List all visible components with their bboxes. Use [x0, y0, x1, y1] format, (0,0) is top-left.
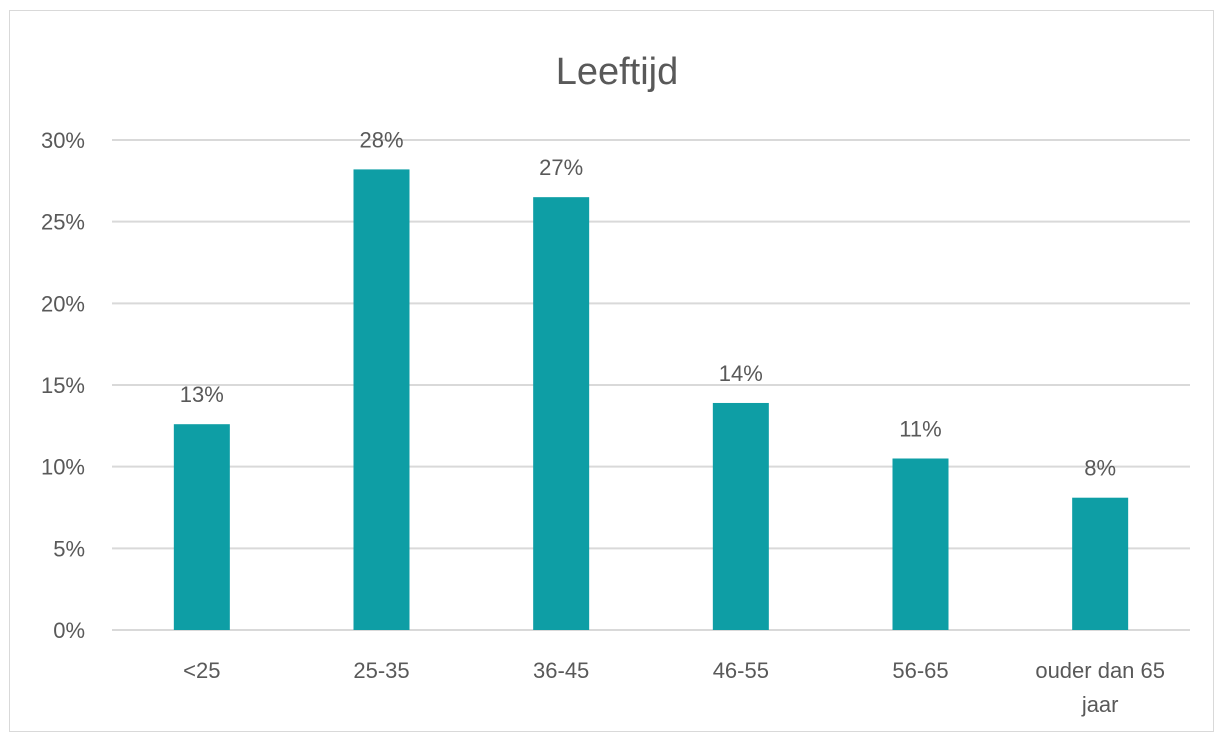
data-label: 14%	[719, 361, 763, 386]
x-tick-label: ouder dan 65 jaar	[1035, 658, 1165, 717]
x-axis-tick-labels: <25 25-35 36-45 46-55 56-65 ouder dan 65 jaar	[183, 658, 1165, 717]
y-tick-label: 5%	[53, 536, 85, 561]
data-labels: 13% 28% 27% 14% 11% 8%	[180, 127, 1116, 480]
bar	[712, 402, 769, 630]
bar	[533, 197, 590, 630]
bar	[173, 424, 230, 630]
x-tick-label: 36-45	[533, 658, 589, 683]
data-label: 28%	[359, 127, 403, 152]
gridlines	[112, 139, 1190, 631]
y-tick-label: 30%	[41, 128, 85, 153]
x-tick-label: 25-35	[353, 658, 409, 683]
x-tick-label: <25	[183, 658, 220, 683]
chart-title: Leeftijd	[556, 51, 679, 93]
bars	[173, 169, 1129, 630]
data-label: 11%	[899, 417, 941, 442]
y-tick-label: 25%	[41, 210, 85, 235]
bar	[892, 458, 949, 630]
data-label: 13%	[180, 382, 224, 407]
bar	[353, 169, 410, 630]
x-tick-label: 56-65	[892, 658, 948, 683]
y-tick-label: 15%	[41, 373, 85, 398]
data-label: 8%	[1084, 456, 1116, 481]
data-label: 27%	[539, 155, 583, 180]
bar	[1072, 497, 1129, 630]
y-tick-label: 10%	[41, 455, 85, 480]
y-axis-tick-labels: 0% 5% 10% 15% 20% 25% 30%	[41, 128, 85, 643]
y-tick-label: 20%	[41, 291, 85, 316]
y-tick-label: 0%	[53, 618, 85, 643]
x-tick-label: 46-55	[713, 658, 769, 683]
